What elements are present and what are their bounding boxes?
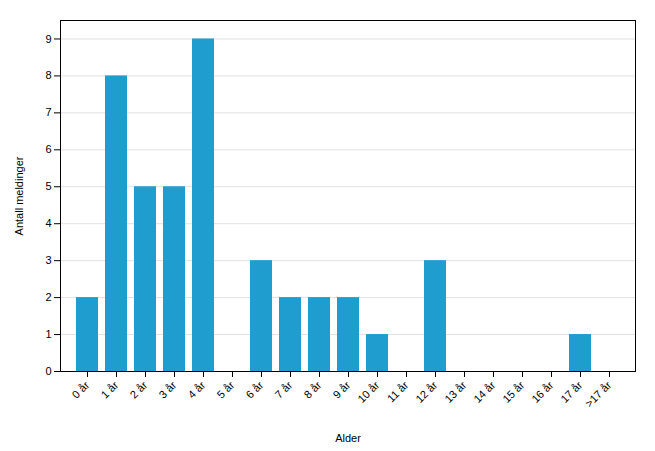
svg-text:Alder: Alder	[335, 432, 361, 444]
svg-text:6 år: 6 år	[244, 379, 266, 401]
svg-text:6: 6	[45, 143, 51, 155]
svg-text:11 år: 11 år	[385, 379, 411, 405]
svg-text:3 år: 3 år	[157, 379, 179, 401]
svg-text:3: 3	[45, 254, 51, 266]
svg-text:14 år: 14 år	[471, 379, 497, 405]
svg-text:5: 5	[45, 180, 51, 192]
svg-text:4: 4	[45, 217, 51, 229]
svg-text:0: 0	[45, 365, 51, 377]
svg-text:0 år: 0 år	[70, 379, 92, 401]
svg-text:2 år: 2 år	[128, 379, 150, 401]
svg-text:2: 2	[45, 291, 51, 303]
svg-text:9: 9	[45, 32, 51, 44]
svg-text:8: 8	[45, 69, 51, 81]
svg-text:5 år: 5 år	[215, 379, 237, 401]
svg-text:1: 1	[45, 328, 51, 340]
svg-text:7 år: 7 år	[273, 379, 295, 401]
svg-text:4 år: 4 år	[186, 379, 208, 401]
svg-text:>17 år: >17 år	[583, 379, 614, 410]
svg-text:7: 7	[45, 106, 51, 118]
svg-text:15 år: 15 år	[500, 379, 526, 405]
svg-text:10 år: 10 år	[355, 379, 381, 405]
svg-text:1 år: 1 år	[99, 379, 121, 401]
svg-text:9 år: 9 år	[331, 379, 353, 401]
svg-text:Antall meldinger: Antall meldinger	[13, 156, 25, 235]
svg-text:12 år: 12 år	[413, 379, 439, 405]
svg-text:8 år: 8 år	[302, 379, 324, 401]
svg-text:17 år: 17 år	[558, 379, 584, 405]
svg-text:16 år: 16 år	[529, 379, 555, 405]
svg-text:13 år: 13 år	[442, 379, 468, 405]
